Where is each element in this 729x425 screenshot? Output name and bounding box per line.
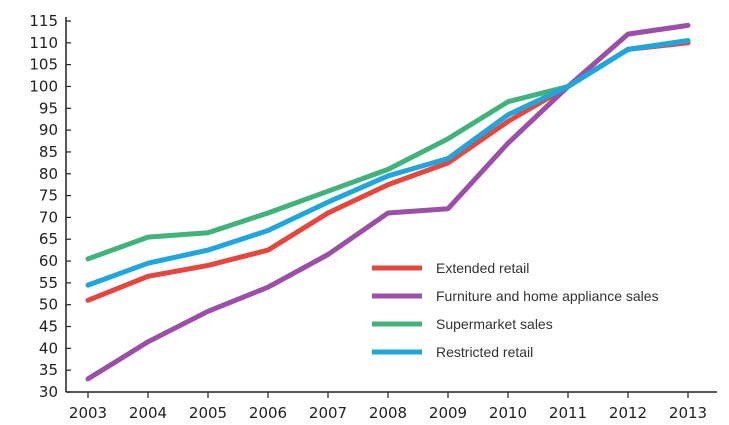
y-tick-label: 115	[29, 12, 58, 30]
y-tick-label: 30	[39, 383, 58, 401]
legend-label-2: Supermarket sales	[436, 316, 553, 332]
x-tick-label: 2010	[489, 404, 527, 422]
y-tick-label: 60	[39, 252, 58, 270]
y-axis: 30 35 40 45 50 55 60 65 70 75 80 85 90 95 100 105 110 115	[29, 12, 71, 401]
x-tick-label: 2005	[189, 404, 227, 422]
legend-label-0: Extended retail	[436, 260, 529, 276]
legend-label-1: Furniture and home appliance sales	[436, 288, 659, 304]
x-tick-label: 2013	[669, 404, 707, 422]
y-tick-label: 45	[39, 318, 58, 336]
x-tick-label: 2006	[249, 404, 287, 422]
y-tick-label: 105	[29, 56, 58, 74]
y-tick-label: 95	[39, 99, 58, 117]
y-tick-label: 75	[39, 187, 58, 205]
x-tick-label: 2007	[309, 404, 347, 422]
y-tick-label: 55	[39, 274, 58, 292]
x-tick-label: 2012	[609, 404, 647, 422]
y-tick-label: 90	[39, 121, 58, 139]
y-tick-label: 110	[29, 34, 58, 52]
x-axis: 2003 2004 2005 2006 2007 2008 2009 2010 2011 2012…	[66, 391, 717, 422]
y-tick-label: 50	[39, 296, 58, 314]
y-tick-label: 70	[39, 208, 58, 226]
y-tick-label: 85	[39, 143, 58, 161]
y-tick-label: 35	[39, 361, 58, 379]
legend-label-3: Restricted retail	[436, 344, 533, 360]
x-tick-label: 2011	[549, 404, 587, 422]
legend: Extended retail Furniture and home applia…	[372, 260, 659, 360]
x-tick-label: 2008	[369, 404, 407, 422]
x-tick-label: 2003	[69, 404, 107, 422]
series-line-1	[85, 22, 691, 382]
series-line-2	[85, 38, 691, 262]
series-lines	[85, 22, 691, 382]
y-tick-label: 40	[39, 339, 58, 357]
x-tick-label: 2009	[429, 404, 467, 422]
x-tick-label: 2004	[129, 404, 167, 422]
y-tick-label: 80	[39, 165, 58, 183]
series-line-3	[85, 38, 691, 288]
y-tick-label: 65	[39, 230, 58, 248]
y-tick-label: 100	[29, 77, 58, 95]
